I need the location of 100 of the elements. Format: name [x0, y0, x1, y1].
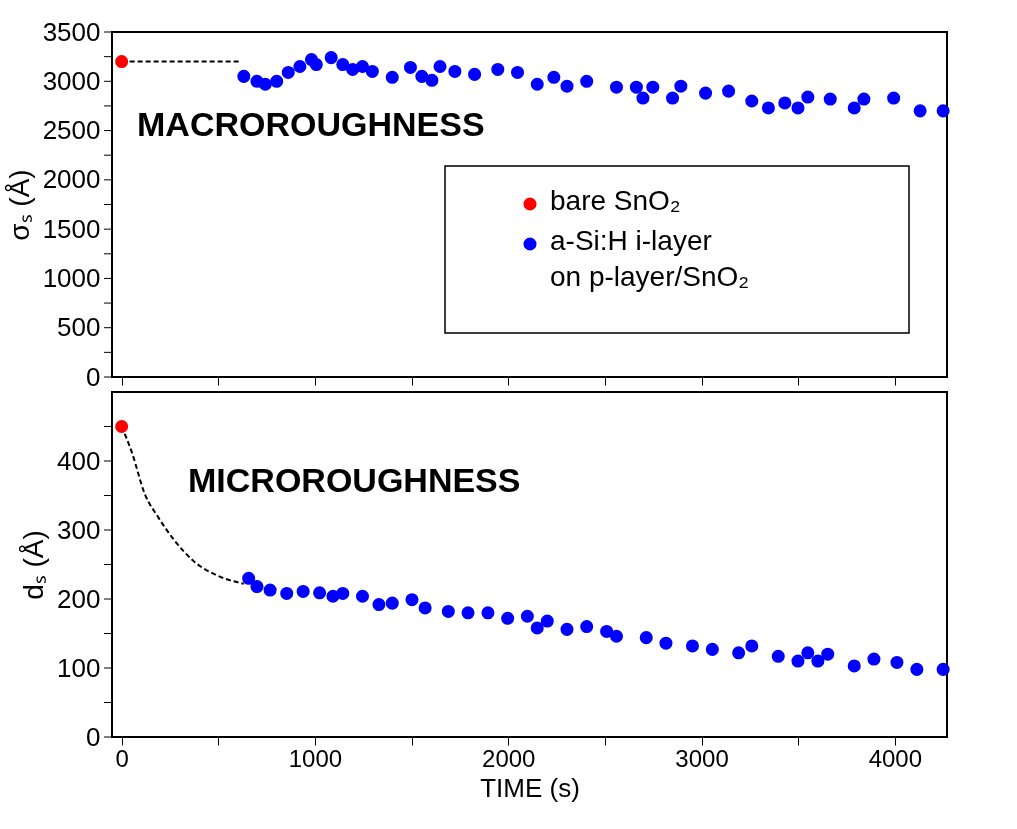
y-tick-label: 2500 — [42, 115, 101, 146]
point — [771, 649, 785, 663]
point — [468, 67, 482, 81]
y-tick-label: 0 — [86, 721, 101, 752]
point — [659, 636, 673, 650]
x-tick-label: 0 — [115, 744, 129, 772]
legend-label: a-Si:H i-layer on p-layer/SnO₂ — [550, 225, 750, 292]
point — [847, 101, 861, 115]
point — [385, 70, 399, 84]
y-tick-label: 3000 — [42, 65, 101, 96]
point — [913, 104, 927, 118]
x-axis-title: TIME (s) — [480, 772, 580, 803]
point — [629, 80, 643, 94]
point — [600, 624, 614, 638]
point — [324, 51, 338, 65]
point — [270, 74, 284, 88]
point — [258, 77, 272, 91]
annotation: MACROROUGHNESS — [137, 105, 485, 143]
point — [560, 79, 574, 93]
point — [355, 59, 370, 74]
x-tick-label: 3000 — [675, 744, 729, 772]
point — [636, 91, 650, 105]
point — [433, 59, 447, 74]
point — [705, 642, 719, 656]
point — [403, 60, 417, 74]
point — [778, 96, 792, 110]
point — [250, 580, 264, 594]
point — [242, 571, 256, 585]
point — [280, 586, 294, 600]
point — [639, 631, 653, 645]
point — [646, 80, 660, 94]
y-tick-label: 100 — [57, 652, 101, 683]
point — [791, 654, 805, 668]
point — [722, 84, 736, 98]
point — [293, 59, 307, 74]
point — [313, 586, 327, 600]
legend-label: bare SnO₂ — [550, 185, 681, 216]
x-tick-label: 1000 — [288, 744, 343, 772]
point — [745, 639, 759, 653]
y-tick-label: 300 — [57, 514, 101, 545]
point — [580, 620, 594, 634]
point — [540, 614, 554, 628]
point — [296, 584, 310, 598]
point — [385, 596, 399, 610]
point — [547, 70, 561, 84]
y-tick-label: 3500 — [42, 16, 101, 47]
point — [237, 69, 251, 83]
y-tick-label: 1500 — [42, 213, 101, 244]
point — [336, 58, 350, 72]
y-tick-label: 200 — [57, 583, 101, 614]
point — [887, 91, 901, 105]
annotation: MICROROUGHNESS — [188, 461, 521, 499]
point — [732, 646, 746, 660]
point — [666, 91, 680, 105]
point — [791, 101, 805, 115]
point — [115, 419, 129, 434]
point — [609, 80, 623, 94]
point — [418, 601, 432, 615]
point — [511, 65, 525, 79]
point — [281, 65, 295, 79]
point — [821, 647, 835, 661]
point — [501, 611, 515, 625]
point — [425, 73, 439, 87]
point — [115, 55, 129, 69]
point — [481, 606, 495, 620]
point — [448, 64, 462, 78]
point — [936, 104, 950, 118]
point — [699, 86, 713, 100]
point — [355, 589, 370, 603]
point — [580, 74, 594, 88]
point — [867, 652, 881, 666]
y-axis-title: dₛ (Å) — [18, 530, 50, 600]
point — [801, 646, 815, 660]
point — [530, 77, 544, 91]
point — [365, 64, 379, 78]
point — [530, 621, 544, 635]
point — [441, 604, 455, 618]
point — [372, 598, 386, 612]
point — [461, 606, 475, 620]
point — [520, 609, 534, 623]
point — [847, 659, 861, 673]
point — [560, 622, 574, 636]
point — [674, 79, 688, 93]
point — [415, 69, 429, 83]
y-tick-label: 400 — [57, 445, 101, 476]
point — [405, 593, 419, 607]
point — [609, 629, 623, 643]
y-tick-label: 2000 — [42, 164, 101, 195]
point — [910, 662, 924, 676]
y-tick-label: 1000 — [42, 262, 101, 293]
y-tick-label: 0 — [86, 361, 101, 392]
point — [761, 101, 775, 115]
point — [745, 94, 759, 108]
point — [685, 639, 699, 653]
point — [823, 92, 837, 106]
x-tick-label: 4000 — [868, 744, 923, 772]
point — [890, 655, 904, 669]
x-tick-label: 2000 — [482, 744, 536, 772]
point — [857, 92, 871, 106]
point — [336, 586, 350, 600]
